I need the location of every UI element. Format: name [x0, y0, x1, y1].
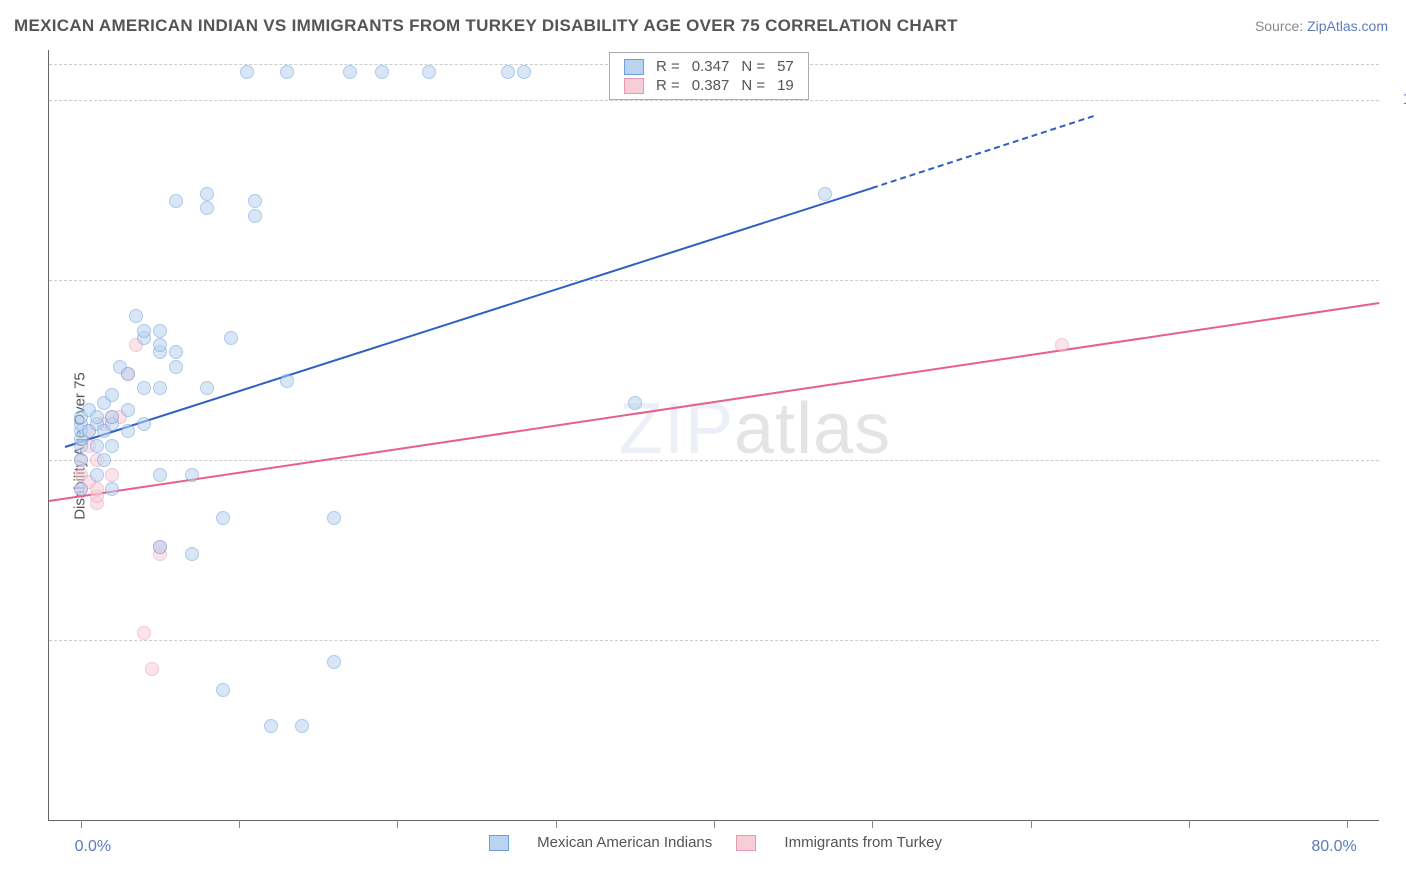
- data-point: [280, 65, 294, 79]
- data-point: [422, 65, 436, 79]
- data-point: [375, 65, 389, 79]
- gridline: [49, 100, 1379, 101]
- x-tick: [81, 820, 82, 828]
- scatter-plot: 25.0%50.0%75.0%100.0%0.0%80.0%ZIPatlasR …: [48, 50, 1379, 821]
- data-point: [90, 468, 104, 482]
- correlation-legend: R =0.347N =57R =0.387N =19: [609, 52, 809, 100]
- data-point: [105, 410, 119, 424]
- data-point: [240, 65, 254, 79]
- data-point: [97, 453, 111, 467]
- data-point: [105, 482, 119, 496]
- data-point: [90, 439, 104, 453]
- data-point: [137, 417, 151, 431]
- x-tick: [872, 820, 873, 828]
- data-point: [501, 65, 515, 79]
- data-point: [216, 511, 230, 525]
- source-link[interactable]: ZipAtlas.com: [1307, 18, 1388, 34]
- gridline: [49, 640, 1379, 641]
- data-point: [169, 194, 183, 208]
- data-point: [105, 468, 119, 482]
- trend-line: [872, 115, 1094, 189]
- gridline: [49, 280, 1379, 281]
- data-point: [153, 324, 167, 338]
- trend-line: [49, 302, 1379, 502]
- data-point: [105, 388, 119, 402]
- x-tick-label: 0.0%: [75, 838, 111, 856]
- data-point: [818, 187, 832, 201]
- data-point: [145, 662, 159, 676]
- x-tick: [1031, 820, 1032, 828]
- data-point: [327, 511, 341, 525]
- data-point: [343, 65, 357, 79]
- chart-title: MEXICAN AMERICAN INDIAN VS IMMIGRANTS FR…: [14, 16, 958, 36]
- x-tick: [1347, 820, 1348, 828]
- data-point: [153, 468, 167, 482]
- data-point: [185, 547, 199, 561]
- x-tick: [714, 820, 715, 828]
- data-point: [137, 324, 151, 338]
- data-point: [90, 410, 104, 424]
- trend-line: [65, 187, 873, 448]
- source-attribution: Source: ZipAtlas.com: [1255, 18, 1388, 34]
- data-point: [74, 482, 88, 496]
- data-point: [200, 201, 214, 215]
- data-point: [200, 187, 214, 201]
- data-point: [216, 683, 230, 697]
- data-point: [105, 439, 119, 453]
- data-point: [169, 360, 183, 374]
- data-point: [517, 65, 531, 79]
- data-point: [90, 482, 104, 496]
- x-tick: [556, 820, 557, 828]
- data-point: [628, 396, 642, 410]
- data-point: [137, 626, 151, 640]
- data-point: [74, 453, 88, 467]
- data-point: [264, 719, 278, 733]
- data-point: [200, 381, 214, 395]
- data-point: [295, 719, 309, 733]
- data-point: [169, 345, 183, 359]
- source-prefix: Source:: [1255, 18, 1307, 34]
- data-point: [248, 209, 262, 223]
- data-point: [153, 540, 167, 554]
- data-point: [1055, 338, 1069, 352]
- data-point: [185, 468, 199, 482]
- data-point: [121, 424, 135, 438]
- series-legend: Mexican American Indians Immigrants from…: [489, 834, 966, 851]
- watermark: ZIPatlas: [619, 388, 891, 470]
- data-point: [121, 403, 135, 417]
- gridline: [49, 460, 1379, 461]
- x-tick: [397, 820, 398, 828]
- data-point: [248, 194, 262, 208]
- data-point: [153, 381, 167, 395]
- data-point: [280, 374, 294, 388]
- x-tick: [1189, 820, 1190, 828]
- data-point: [129, 309, 143, 323]
- x-tick-label: 80.0%: [1311, 838, 1356, 856]
- data-point: [137, 381, 151, 395]
- data-point: [224, 331, 238, 345]
- data-point: [121, 367, 135, 381]
- data-point: [153, 338, 167, 352]
- data-point: [327, 655, 341, 669]
- x-tick: [239, 820, 240, 828]
